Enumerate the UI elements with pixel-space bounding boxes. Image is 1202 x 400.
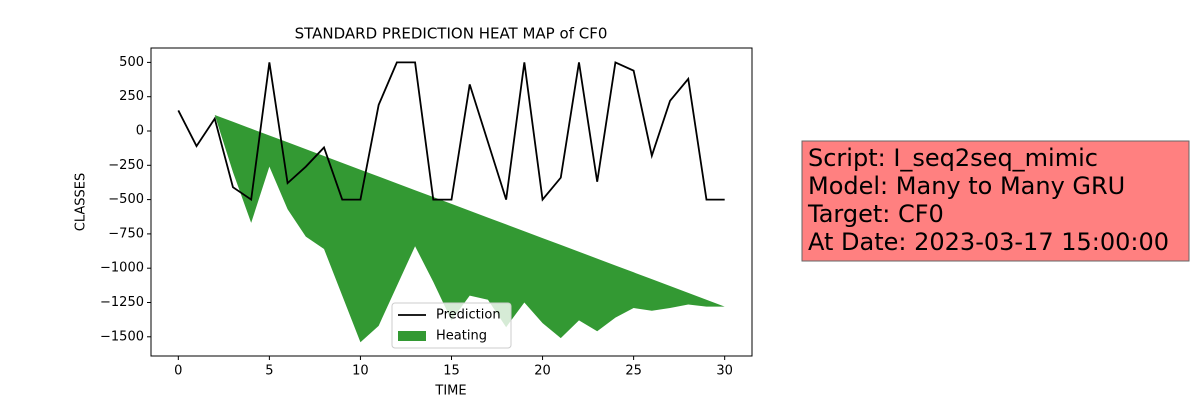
y-tick-label: −250 xyxy=(108,158,144,173)
x-tick-label: 20 xyxy=(534,364,551,379)
legend-label: Prediction xyxy=(436,308,501,323)
y-tick-label: 250 xyxy=(119,89,144,104)
y-tick-label: −750 xyxy=(108,226,144,241)
chart-title: STANDARD PREDICTION HEAT MAP of CF0 xyxy=(295,25,608,43)
y-tick-label: 500 xyxy=(119,55,144,70)
x-tick-label: 0 xyxy=(174,364,182,379)
annotation-box xyxy=(801,140,1190,262)
y-tick-label: 0 xyxy=(136,124,144,139)
y-tick-label: −500 xyxy=(108,192,144,207)
x-tick-label: 10 xyxy=(352,364,369,379)
y-axis-label: CLASSES xyxy=(74,173,89,231)
annotation-line: At Date: 2023-03-17 15:00:00 xyxy=(808,228,1169,256)
prediction-line xyxy=(177,61,725,202)
annotation-line: Script: I_seq2seq_mimic xyxy=(808,144,1098,172)
legend-swatch xyxy=(398,331,426,341)
y-tick-label: −1000 xyxy=(100,261,144,276)
y-tick-label: −1500 xyxy=(100,329,144,344)
x-tick-label: 25 xyxy=(625,364,642,379)
x-tick-label: 15 xyxy=(443,364,460,379)
heating-area xyxy=(178,110,725,343)
x-tick-label: 30 xyxy=(716,364,733,379)
legend-label: Heating xyxy=(436,329,487,344)
y-tick-label: −1250 xyxy=(100,295,144,310)
x-tick-label: 5 xyxy=(265,364,273,379)
annotation-line: Model: Many to Many GRU xyxy=(808,172,1125,200)
annotation-line: Target: CF0 xyxy=(807,200,944,228)
x-axis-label: TIME xyxy=(434,384,466,399)
